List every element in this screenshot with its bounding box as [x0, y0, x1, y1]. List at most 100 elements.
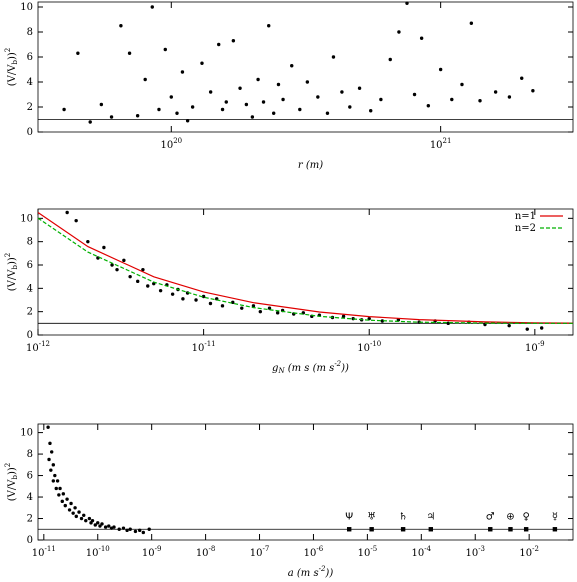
data-point — [58, 486, 62, 491]
data-point — [520, 76, 524, 80]
data-point — [275, 311, 280, 315]
y-axis-label: (V/Vb))2 — [4, 253, 19, 291]
data-point — [62, 107, 66, 112]
x-tick-label: 10-7 — [250, 545, 270, 559]
data-point — [90, 518, 95, 523]
data-point — [185, 119, 190, 123]
data-point — [115, 267, 119, 272]
data-point — [539, 326, 544, 330]
data-point — [169, 95, 173, 99]
planet-symbol: ☿ — [552, 511, 558, 522]
data-point — [181, 297, 185, 301]
data-point — [272, 111, 276, 115]
data-point — [71, 511, 75, 515]
data-point — [125, 528, 129, 533]
y-tick-label: 8 — [27, 449, 33, 460]
data-point — [357, 86, 362, 90]
data-point — [77, 510, 81, 514]
data-point — [122, 258, 126, 263]
data-point — [98, 524, 102, 528]
data-point — [412, 92, 417, 97]
x-tick-label: 1020 — [160, 137, 182, 151]
data-point — [100, 522, 104, 526]
data-point — [146, 284, 150, 288]
data-point — [224, 100, 228, 104]
x-axis-label: r (m) — [298, 160, 323, 171]
data-point — [87, 516, 92, 521]
data-point — [93, 523, 97, 527]
data-point — [86, 239, 90, 244]
data-point — [119, 24, 123, 28]
y-tick-label: 8 — [27, 236, 33, 247]
data-point — [493, 90, 498, 94]
data-point — [54, 486, 58, 491]
data-point — [175, 111, 179, 115]
data-point — [79, 516, 84, 521]
data-point — [48, 441, 52, 446]
x-tick-label: 10-10 — [357, 340, 381, 354]
data-point — [261, 100, 266, 104]
data-point — [99, 102, 104, 107]
planet-symbol: ⊕ — [506, 511, 514, 522]
panel: 0 2 4 6 8 10 10-12 10-11 10-10 10-9 gN (m s (m s-2… — [4, 208, 574, 375]
data-point — [51, 479, 56, 483]
data-point — [250, 115, 255, 119]
data-point — [267, 24, 271, 28]
data-point — [163, 47, 167, 52]
data-point — [244, 102, 249, 107]
x-tick-label: 10-11 — [32, 545, 56, 559]
data-point — [57, 493, 61, 497]
data-point — [63, 503, 67, 508]
data-point — [238, 86, 242, 90]
x-tick-label: 1021 — [430, 137, 452, 151]
data-point — [102, 245, 106, 250]
planet-symbol: Ψ — [345, 511, 353, 522]
curve — [37, 212, 574, 324]
x-tick-label: 10-2 — [519, 545, 539, 559]
y-axis-label: (V/Vb))2 — [4, 48, 19, 86]
data-point — [138, 528, 142, 533]
data-point — [141, 267, 145, 272]
y-tick-label: 2 — [27, 306, 33, 317]
data-point — [281, 97, 285, 102]
data-point — [201, 294, 206, 299]
data-point — [220, 107, 225, 112]
y-tick-label: 10 — [20, 213, 33, 224]
data-point — [525, 327, 529, 331]
data-point — [96, 521, 100, 525]
data-point — [73, 506, 77, 510]
data-point — [69, 501, 73, 506]
data-point — [128, 274, 132, 279]
planet-symbol: ♄ — [399, 511, 408, 522]
data-point — [127, 51, 132, 55]
data-point — [133, 529, 138, 534]
data-point — [67, 508, 72, 512]
data-point — [251, 304, 256, 308]
data-point — [74, 218, 78, 223]
data-point — [84, 518, 88, 523]
planet-marker — [508, 527, 513, 532]
data-point — [325, 111, 330, 115]
data-point — [469, 21, 474, 25]
data-point — [450, 97, 454, 102]
data-point — [419, 36, 424, 40]
data-point — [340, 90, 344, 94]
planet-marker — [428, 527, 434, 532]
data-point — [341, 314, 346, 319]
data-point — [507, 95, 512, 99]
y-tick-label: 2 — [27, 513, 33, 524]
data-point — [121, 526, 126, 530]
x-tick-label: 10-10 — [86, 545, 110, 559]
data-point — [331, 55, 336, 59]
data-point — [60, 499, 64, 504]
legend-label: n=2 — [515, 223, 536, 234]
data-point — [220, 304, 225, 308]
y-tick-label: 0 — [27, 330, 33, 341]
x-tick-label: 10-3 — [465, 545, 485, 559]
curve — [37, 217, 573, 324]
data-point — [49, 450, 54, 454]
data-point — [136, 279, 140, 284]
y-tick-label: 6 — [27, 260, 33, 271]
data-point — [290, 64, 294, 68]
data-point — [117, 527, 121, 531]
